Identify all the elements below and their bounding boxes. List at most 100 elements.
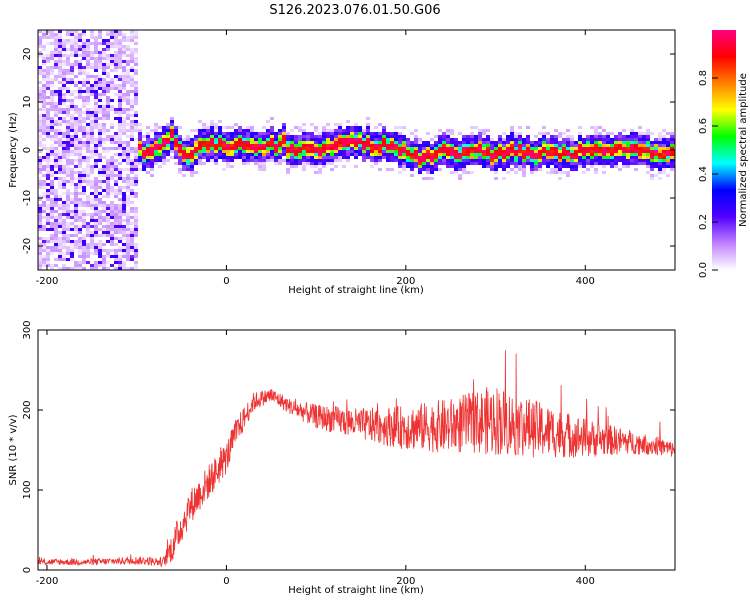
spectrogram-cell (434, 135, 438, 138)
spectrogram-cell (198, 147, 202, 150)
spectrogram-cell (450, 165, 454, 168)
spectrogram-cell (70, 102, 74, 105)
spectrogram-cell (570, 159, 574, 162)
spectrogram-cell (94, 228, 98, 231)
spectrogram-cell (122, 33, 126, 36)
spectrogram-cell (250, 141, 254, 144)
spectrogram-cell (550, 150, 554, 153)
spectrogram-cell (118, 111, 122, 114)
spectrogram-cell (126, 111, 130, 114)
spectrogram-cell (310, 138, 314, 141)
spectrogram-cell (618, 135, 622, 138)
spectrogram-cell (334, 141, 338, 144)
spectrogram-cell (494, 162, 498, 165)
spectrogram-cell (74, 141, 78, 144)
spectrogram-cell (614, 159, 618, 162)
spectrogram-cell (166, 147, 170, 150)
spectrogram-cell (430, 147, 434, 150)
spectrogram-cell (114, 204, 118, 207)
spectrogram-cell (506, 141, 510, 144)
spectrogram-cell (134, 183, 138, 186)
spectrogram-cell (126, 144, 130, 147)
spectrogram-cell (126, 114, 130, 117)
spectrogram-cell (46, 195, 50, 198)
spectrogram-cell (70, 174, 74, 177)
spectrogram-cell (206, 126, 210, 129)
spectrogram-cell (174, 147, 178, 150)
spectrogram-cell (278, 144, 282, 147)
spectrogram-cell (646, 135, 650, 138)
spectrogram-cell (414, 150, 418, 153)
spectrogram-cell (402, 135, 406, 138)
spectrogram-cell (446, 156, 450, 159)
spectrogram-cell (614, 144, 618, 147)
spectrogram-cell (110, 237, 114, 240)
spectrogram-cell (610, 162, 614, 165)
spectrogram-cell (118, 258, 122, 261)
spectrogram-cell (290, 153, 294, 156)
spectrogram-cell (54, 246, 58, 249)
spectrogram-cell (218, 144, 222, 147)
spectrogram-cell (302, 150, 306, 153)
spectrogram-cell (110, 249, 114, 252)
spectrogram-cell (66, 174, 70, 177)
spectrogram-cell (86, 234, 90, 237)
spectrogram-cell (58, 207, 62, 210)
spectrogram-cell (510, 132, 514, 135)
spectrogram-cell (134, 96, 138, 99)
spectrogram-cell (42, 45, 46, 48)
spectrogram-cell (286, 141, 290, 144)
spectrogram-cell (66, 204, 70, 207)
spectrogram-cell (286, 150, 290, 153)
spectrogram-cell (306, 147, 310, 150)
spectrogram-cell (134, 81, 138, 84)
spectrogram-cell (142, 153, 146, 156)
spectrogram-cell (458, 156, 462, 159)
spectrogram-cell (98, 246, 102, 249)
spectrogram-cell (506, 156, 510, 159)
spectrogram-cell (118, 219, 122, 222)
spectrogram-cell (38, 39, 42, 42)
spectrogram-cell (358, 132, 362, 135)
spectrogram-cell (78, 45, 82, 48)
spectrogram-cell (114, 132, 118, 135)
spectrogram-cell (58, 243, 62, 246)
spectrogram-cell (542, 162, 546, 165)
spectrogram-cell (278, 138, 282, 141)
spectrogram-cell (414, 138, 418, 141)
spectrogram-cell (538, 150, 542, 153)
spectrogram-cell (530, 147, 534, 150)
spectrogram-cell (634, 150, 638, 153)
spectrogram-cell (262, 132, 266, 135)
spectrogram-cell (402, 150, 406, 153)
spectrogram-cell (98, 105, 102, 108)
spectrogram-cell (106, 165, 110, 168)
spectrogram-cell (74, 231, 78, 234)
spectrogram-cell (558, 144, 562, 147)
spectrogram-cell (314, 141, 318, 144)
spectrogram-cell (502, 177, 506, 180)
spectrogram-cell (170, 129, 174, 132)
spectrogram-cell (38, 186, 42, 189)
spectrogram-cell (394, 141, 398, 144)
spectrogram-cell (270, 156, 274, 159)
spectrogram-cell (618, 132, 622, 135)
spectrogram-cell (134, 93, 138, 96)
spectrogram-cell (130, 180, 134, 183)
spectrogram-cell (454, 138, 458, 141)
spectrogram-cell (54, 156, 58, 159)
spectrogram-cell (338, 147, 342, 150)
spectrogram-cell (166, 159, 170, 162)
spectrogram-cell (326, 150, 330, 153)
spectrogram-cell (66, 156, 70, 159)
spectrogram-cell (106, 111, 110, 114)
spectrogram-cell (418, 162, 422, 165)
spectrogram-cell (514, 132, 518, 135)
spectrogram-cell (666, 162, 670, 165)
spectrogram-cell (534, 156, 538, 159)
spectrogram-cell (582, 165, 586, 168)
spectrogram-cell (514, 153, 518, 156)
spectrogram-cell (98, 252, 102, 255)
spectrogram-cell (210, 129, 214, 132)
